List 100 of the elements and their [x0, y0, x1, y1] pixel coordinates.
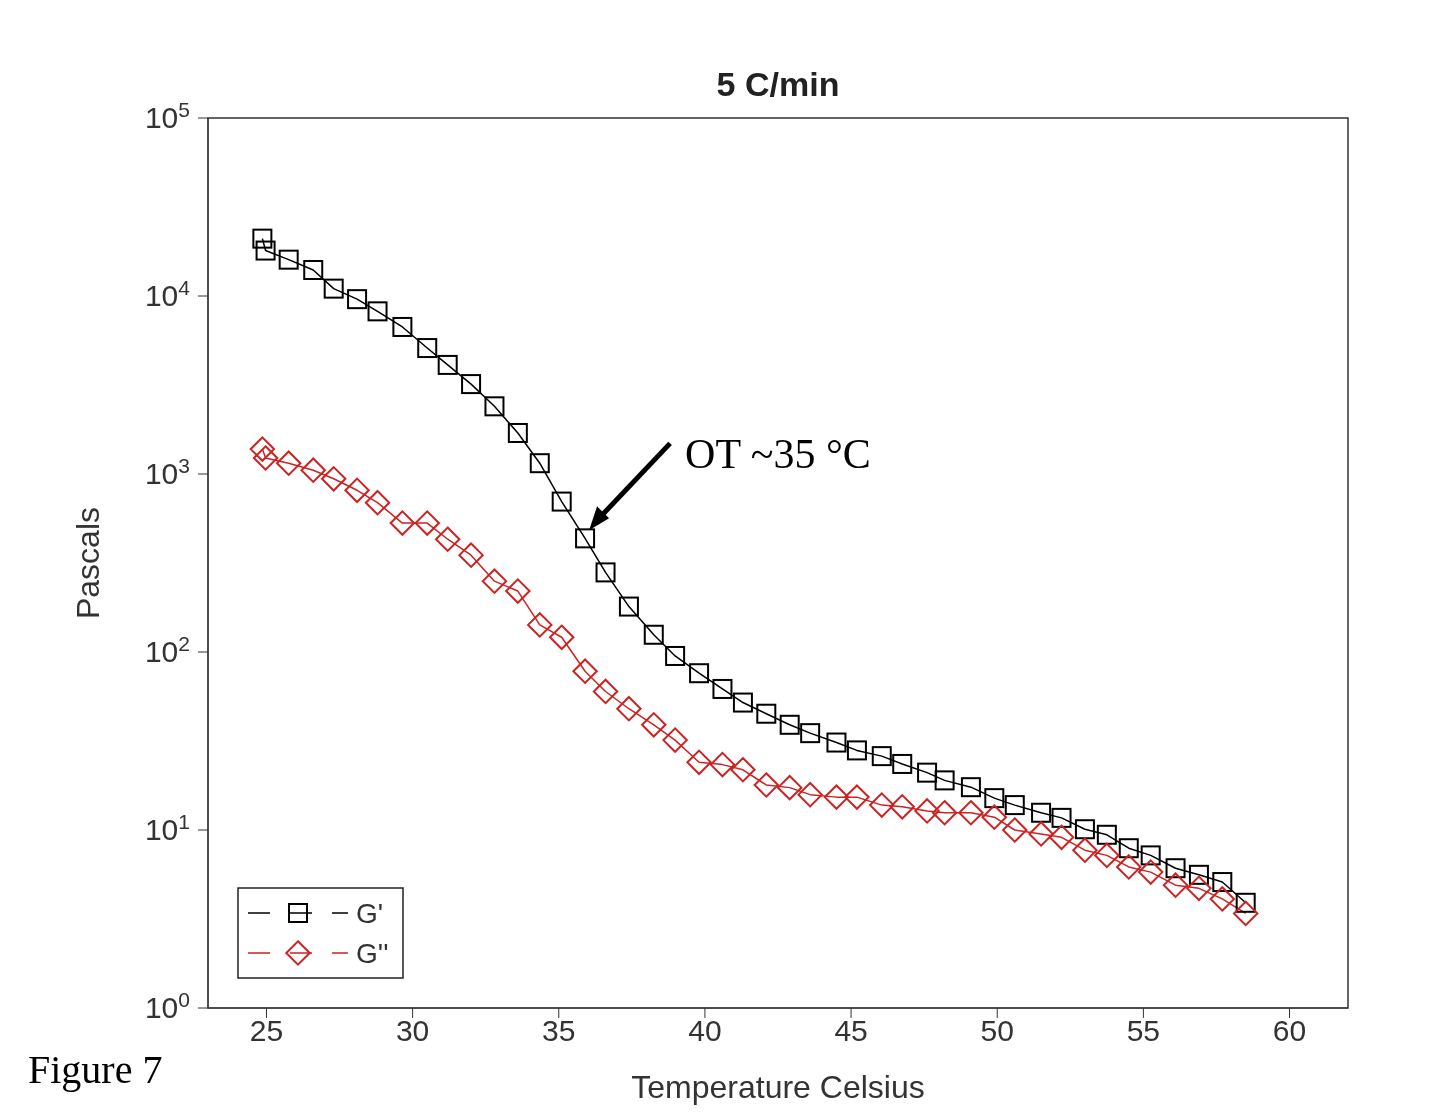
point: [753, 772, 780, 798]
point: [616, 696, 642, 722]
point: [1162, 872, 1189, 898]
point: [958, 800, 984, 826]
point: [367, 301, 388, 322]
point: [1212, 872, 1233, 893]
point: [1118, 838, 1139, 859]
point: [551, 491, 572, 512]
point: [575, 528, 596, 549]
point: [275, 450, 302, 476]
point: [1028, 821, 1054, 847]
point: [730, 757, 756, 783]
point: [1048, 824, 1075, 850]
point: [1137, 859, 1164, 885]
point: [255, 240, 276, 261]
point: [984, 788, 1005, 809]
point: [934, 770, 955, 791]
point: [347, 289, 368, 310]
point: [364, 489, 391, 516]
y-tick-label: 10$^{0}$: [144, 987, 190, 1024]
point: [592, 678, 619, 705]
point: [323, 278, 344, 299]
point: [572, 658, 598, 684]
legend-label: G'': [356, 938, 389, 969]
point: [458, 542, 484, 568]
point: [1002, 817, 1028, 843]
point: [320, 466, 347, 492]
point: [1004, 795, 1025, 816]
point: [278, 249, 299, 270]
point: [300, 457, 326, 483]
point: [917, 762, 938, 783]
point: [417, 338, 438, 359]
x-axis-title: Temperature Celsius: [631, 1069, 925, 1105]
point: [434, 526, 461, 552]
point: [960, 777, 981, 798]
point: [303, 259, 324, 280]
legend-label: G': [356, 898, 384, 929]
point: [892, 753, 913, 774]
point: [484, 396, 505, 417]
point: [1188, 864, 1209, 885]
point: [461, 374, 482, 395]
x-tick-label: 55: [1126, 1014, 1161, 1048]
point: [665, 645, 686, 666]
point: [1096, 824, 1117, 845]
point: [931, 800, 958, 826]
point: [505, 578, 531, 604]
point: [548, 624, 575, 650]
point: [709, 751, 736, 778]
point: [1232, 900, 1259, 927]
point: [826, 732, 847, 753]
point: [779, 714, 800, 735]
y-tick-label: 10$^{2}$: [144, 631, 190, 668]
point: [1031, 802, 1052, 823]
point: [618, 596, 639, 617]
point: [249, 436, 276, 462]
point: [1235, 892, 1256, 913]
point: [1116, 854, 1142, 880]
x-tick-label: 45: [834, 1014, 868, 1048]
y-tick-label: 10$^{3}$: [144, 453, 190, 490]
point: [871, 746, 892, 767]
point: [1165, 858, 1186, 879]
point: [1051, 807, 1072, 828]
x-tick-label: 40: [688, 1014, 722, 1048]
point: [1074, 819, 1095, 840]
point: [844, 784, 870, 810]
point: [344, 477, 370, 503]
point: [776, 774, 803, 801]
chart-title: 5 C/min: [716, 65, 840, 103]
point: [527, 612, 553, 638]
point: [889, 794, 915, 820]
x-tick-label: 60: [1272, 1014, 1307, 1048]
point: [437, 354, 458, 375]
point: [392, 316, 413, 337]
point: [481, 568, 508, 594]
x-tick-label: 35: [542, 1014, 576, 1048]
point: [846, 740, 867, 761]
point: [869, 792, 895, 818]
point: [595, 562, 616, 583]
y-tick-label: 10$^{1}$: [144, 809, 190, 846]
annotation: OT ~35 °C: [685, 431, 871, 478]
point: [712, 678, 733, 699]
point: [981, 804, 1008, 830]
point: [643, 624, 664, 645]
point: [823, 784, 850, 810]
point: [756, 703, 777, 724]
point: [414, 510, 440, 536]
y-axis-title: Pascals: [70, 506, 107, 620]
point: [529, 453, 550, 474]
point: [1094, 842, 1120, 869]
point: [797, 781, 823, 808]
point: [689, 663, 710, 684]
point: [641, 712, 667, 738]
caption: Figure 7: [28, 1047, 163, 1092]
point: [1209, 886, 1236, 912]
point: [914, 798, 940, 824]
x-tick-label: 50: [980, 1014, 1014, 1048]
point: [662, 727, 688, 753]
point: [1186, 875, 1212, 902]
point: [800, 723, 821, 744]
point: [507, 422, 528, 443]
